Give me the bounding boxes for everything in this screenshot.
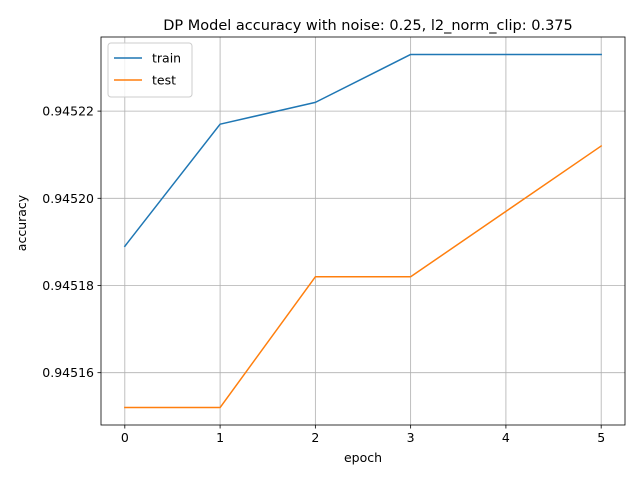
y-tick-label: 0.94518 [42,278,94,293]
series-line-test [124,144,603,409]
x-tick-label: 0 [121,430,129,445]
legend-label-test: test [152,73,176,88]
x-tick-label: 1 [216,430,224,445]
legend: train test [107,42,193,98]
x-tick-label: 2 [311,430,319,445]
axis-ticks: 0 1 2 3 4 5 0.94516 0.94518 0.94520 0.94522 [42,104,605,445]
legend-label-train: train [152,51,181,66]
x-axis-label: epoch [344,450,382,465]
y-tick-label: 0.94522 [42,104,94,119]
legend-box [107,42,193,98]
x-tick-label: 3 [407,430,415,445]
series-lines [123,53,603,409]
series-line-train [123,53,602,248]
y-tick-label: 0.94516 [42,365,94,380]
chart-title: DP Model accuracy with noise: 0.25, l2_n… [163,18,573,34]
x-tick-label: 5 [597,430,605,445]
plot-area-frame [100,36,626,426]
y-tick-label: 0.94520 [42,191,94,206]
x-tick-label: 4 [502,430,510,445]
y-axis-label: accuracy [14,194,29,251]
